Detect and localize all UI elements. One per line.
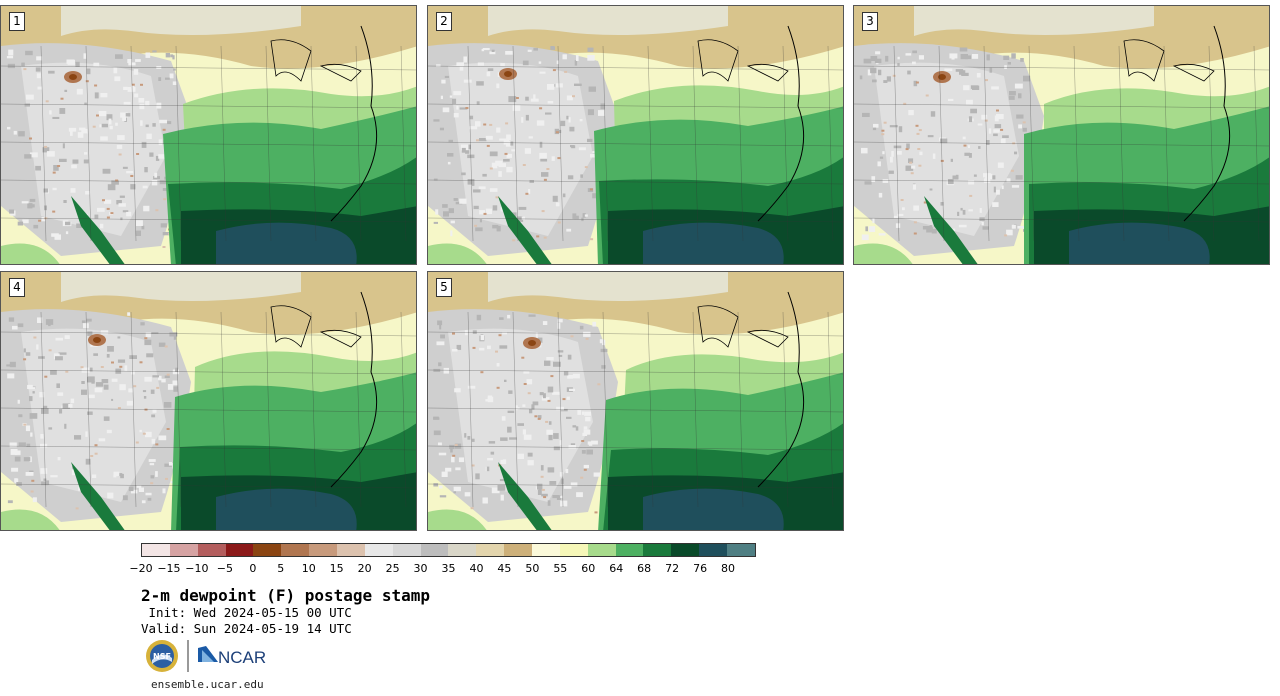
colorbar-tick-label: −10	[185, 562, 209, 575]
colorbar-swatch	[448, 544, 477, 556]
colorbar-tick-label: 72	[665, 562, 680, 575]
colorbar-tick-label: 20	[357, 562, 372, 575]
colorbar-tick-label: −15	[157, 562, 181, 575]
chart-title: 2-m dewpoint (F) postage stamp	[141, 586, 430, 605]
colorbar-swatch	[142, 544, 170, 556]
logo-area: NSF NCAR	[144, 638, 274, 674]
colorbar-tick-label: 35	[441, 562, 456, 575]
map-panel-2: 2	[427, 5, 844, 265]
colorbar-tick-label: −5	[216, 562, 233, 575]
colorbar-tick-label: 68	[637, 562, 652, 575]
colorbar-swatch	[309, 544, 338, 556]
colorbar-tick-label: 40	[469, 562, 484, 575]
panel-number: 2	[436, 12, 452, 31]
colorbar-swatch	[281, 544, 310, 556]
colorbar-swatch	[197, 544, 226, 556]
colorbar-tick-label: 25	[385, 562, 400, 575]
colorbar-tick-label: 10	[301, 562, 316, 575]
colorbar-tick-label: 50	[525, 562, 540, 575]
nsf-logo: NSF NCAR	[146, 640, 266, 672]
colorbar-swatch	[392, 544, 421, 556]
colorbar-swatch	[504, 544, 533, 556]
colorbar-swatch	[253, 544, 282, 556]
colorbar-tick-label: 0	[249, 562, 257, 575]
colorbar-swatch	[727, 544, 755, 556]
ncar-logo-text: NCAR	[218, 648, 266, 667]
map-panel-3: 3	[853, 5, 1270, 265]
colorbar-swatch	[699, 544, 728, 556]
colorbar-tick-label: 60	[581, 562, 596, 575]
map-panel-4: 4	[0, 271, 417, 531]
colorbar-tick-label: 45	[497, 562, 512, 575]
map-panel-1: 1	[0, 5, 417, 265]
colorbar-swatch	[671, 544, 700, 556]
colorbar-tick-label: 76	[693, 562, 708, 575]
nsf-logo-text: NSF	[153, 652, 171, 661]
colorbar-swatch	[364, 544, 393, 556]
colorbar-swatch	[476, 544, 505, 556]
colorbar-tick-label: −20	[129, 562, 153, 575]
colorbar-swatch	[643, 544, 672, 556]
colorbar-swatch	[225, 544, 254, 556]
map-panel-5: 5	[427, 271, 844, 531]
colorbar-tick-label: 5	[277, 562, 285, 575]
colorbar-tick-label: 30	[413, 562, 428, 575]
panel-number: 4	[9, 278, 25, 297]
panel-number: 1	[9, 12, 25, 31]
colorbar-swatch	[532, 544, 560, 556]
colorbar-tick-label: 15	[329, 562, 344, 575]
valid-time: Valid: Sun 2024-05-19 14 UTC	[141, 621, 352, 636]
panel-number: 3	[862, 12, 878, 31]
init-time: Init: Wed 2024-05-15 00 UTC	[141, 605, 352, 620]
colorbar-swatch	[337, 544, 365, 556]
colorbar-tick-label: 55	[553, 562, 568, 575]
colorbar-swatch	[559, 544, 588, 556]
colorbar-tick-label: 64	[609, 562, 624, 575]
footer-url: ensemble.ucar.edu	[151, 678, 264, 691]
colorbar-ticks: −20 −15 −10 −5 0 5 10 15 20 25 30 35 40 45 50 55 60 64 68 7…	[129, 562, 756, 576]
colorbar-swatch	[615, 544, 644, 556]
colorbar-swatch	[169, 544, 198, 556]
panel-number: 5	[436, 278, 452, 297]
colorbar-tick-label: 80	[721, 562, 736, 575]
colorbar-swatch	[587, 544, 616, 556]
colorbar	[141, 543, 756, 557]
colorbar-swatch	[420, 544, 449, 556]
